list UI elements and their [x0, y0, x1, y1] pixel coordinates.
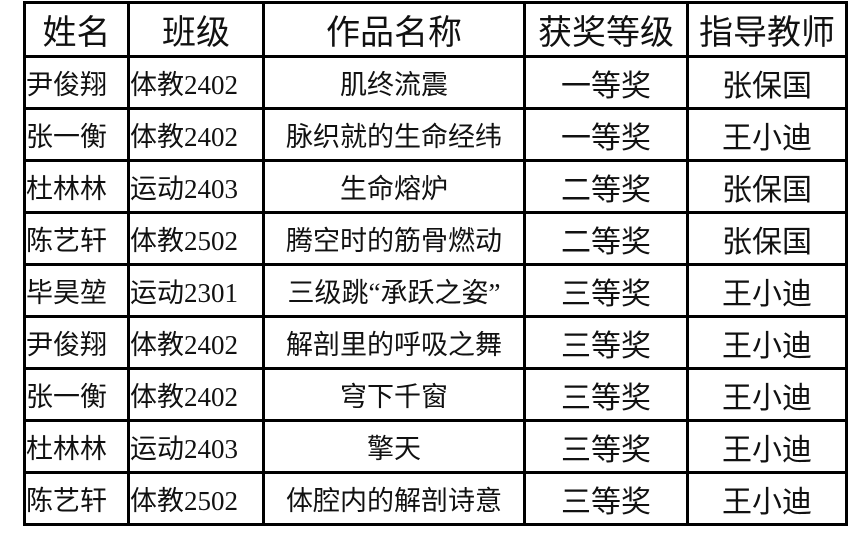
header-advisor: 指导教师: [686, 1, 848, 58]
table-row: 杜林林 运动2403 擎天 三等奖 王小迪: [23, 419, 848, 474]
award-level-cell: 三等奖: [523, 471, 689, 526]
award-level-cell: 三等奖: [523, 367, 689, 422]
table-row: 尹俊翔 体教2402 解剖里的呼吸之舞 三等奖 王小迪: [23, 315, 848, 370]
student-name-cell: 张一衡: [23, 367, 130, 422]
student-name-cell: 陈艺轩: [23, 471, 130, 526]
work-title-cell: 三级跳“承跃之姿”: [262, 263, 526, 318]
table-row: 尹俊翔 体教2402 肌终流震 一等奖 张保国: [23, 55, 848, 110]
work-title-cell: 穹下千窗: [262, 367, 526, 422]
class-cell: 体教2502: [127, 211, 265, 266]
student-name-cell: 杜林林: [23, 159, 130, 214]
table-row: 杜林林 运动2403 生命熔炉 二等奖 张保国: [23, 159, 848, 214]
advisor-cell: 王小迪: [686, 471, 848, 526]
work-title-cell: 脉织就的生命经纬: [262, 107, 526, 162]
advisor-cell: 王小迪: [686, 419, 848, 474]
table-row: 陈艺轩 体教2502 腾空时的筋骨燃动 二等奖 张保国: [23, 211, 848, 266]
work-title-cell: 生命熔炉: [262, 159, 526, 214]
award-level-cell: 三等奖: [523, 315, 689, 370]
advisor-cell: 张保国: [686, 211, 848, 266]
work-title-cell: 解剖里的呼吸之舞: [262, 315, 526, 370]
class-cell: 体教2402: [127, 55, 265, 110]
student-name-cell: 杜林林: [23, 419, 130, 474]
advisor-cell: 张保国: [686, 159, 848, 214]
advisor-cell: 王小迪: [686, 107, 848, 162]
header-row: 姓名 班级 作品名称 获奖等级 指导教师: [23, 1, 848, 58]
award-level-cell: 二等奖: [523, 211, 689, 266]
header-award-level: 获奖等级: [523, 1, 689, 58]
student-name-cell: 张一衡: [23, 107, 130, 162]
header-work-title: 作品名称: [262, 1, 526, 58]
class-cell: 运动2403: [127, 159, 265, 214]
class-cell: 运动2301: [127, 263, 265, 318]
student-name-cell: 尹俊翔: [23, 55, 130, 110]
work-title-cell: 肌终流震: [262, 55, 526, 110]
class-cell: 运动2403: [127, 419, 265, 474]
header-name: 姓名: [23, 1, 130, 58]
class-cell: 体教2502: [127, 471, 265, 526]
student-name-cell: 陈艺轩: [23, 211, 130, 266]
award-level-cell: 一等奖: [523, 107, 689, 162]
table-row: 张一衡 体教2402 脉织就的生命经纬 一等奖 王小迪: [23, 107, 848, 162]
advisor-cell: 王小迪: [686, 315, 848, 370]
advisor-cell: 王小迪: [686, 263, 848, 318]
work-title-cell: 体腔内的解剖诗意: [262, 471, 526, 526]
class-cell: 体教2402: [127, 367, 265, 422]
work-title-cell: 擎天: [262, 419, 526, 474]
advisor-cell: 王小迪: [686, 367, 848, 422]
table-row: 张一衡 体教2402 穹下千窗 三等奖 王小迪: [23, 367, 848, 422]
student-name-cell: 尹俊翔: [23, 315, 130, 370]
work-title-cell: 腾空时的筋骨燃动: [262, 211, 526, 266]
award-level-cell: 一等奖: [523, 55, 689, 110]
award-level-cell: 三等奖: [523, 263, 689, 318]
header-class: 班级: [127, 1, 265, 58]
class-cell: 体教2402: [127, 107, 265, 162]
award-level-cell: 三等奖: [523, 419, 689, 474]
table-row: 毕昊堃 运动2301 三级跳“承跃之姿” 三等奖 王小迪: [23, 263, 848, 318]
table-row: 陈艺轩 体教2502 体腔内的解剖诗意 三等奖 王小迪: [23, 471, 848, 526]
advisor-cell: 张保国: [686, 55, 848, 110]
class-cell: 体教2402: [127, 315, 265, 370]
student-name-cell: 毕昊堃: [23, 263, 130, 318]
award-level-cell: 二等奖: [523, 159, 689, 214]
award-table: 姓名 班级 作品名称 获奖等级 指导教师 尹俊翔 体教2402 肌终流震 一等奖 张保国…: [23, 1, 848, 526]
